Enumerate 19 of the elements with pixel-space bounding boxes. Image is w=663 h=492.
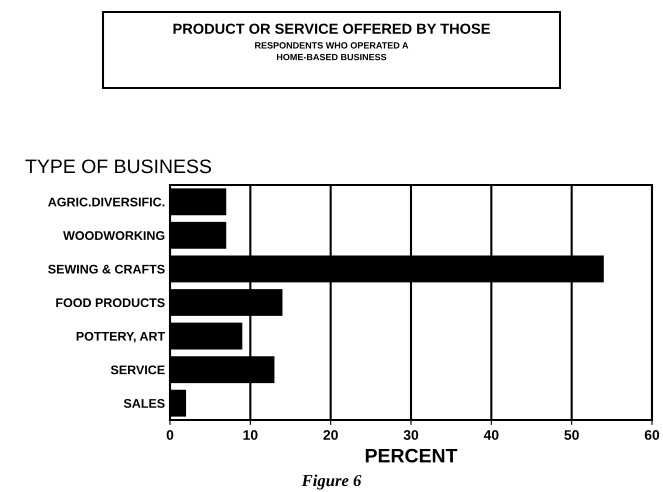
x-tick-label: 20	[323, 430, 338, 440]
y-tick-label: WOODWORKING	[63, 231, 164, 240]
x-tick-label: 60	[644, 430, 660, 440]
caption: Figure 6	[302, 474, 362, 490]
y-tick-label: SERVICE	[110, 365, 165, 374]
y-tick-label: POTTERY, ART	[76, 332, 166, 343]
chart-subtitle: RESPONDENTS WHO OPERATED A HOME-BASED BUSINESS	[255, 42, 408, 60]
y-tick-label: SALES	[124, 399, 165, 408]
x-tick-label: 40	[484, 430, 498, 440]
y-axis-title: TYPE OF BUSINESS	[25, 159, 212, 174]
x-tick-label: 10	[243, 430, 258, 440]
chart-title: PRODUCT OR SERVICE OFFERED BY THOSE	[174, 24, 490, 34]
x-tick-label: 0	[166, 430, 174, 440]
x-tick-label: 50	[564, 430, 579, 440]
x-axis-title: PERCENT	[366, 448, 458, 463]
y-tick-label: FOOD PRODUCTS	[56, 298, 165, 308]
y-tick-label: AGRIC.DIVERSIFIC.	[48, 198, 164, 206]
x-tick-label: 30	[404, 430, 418, 440]
y-tick-label: SEWING & CRAFTS	[48, 264, 165, 274]
